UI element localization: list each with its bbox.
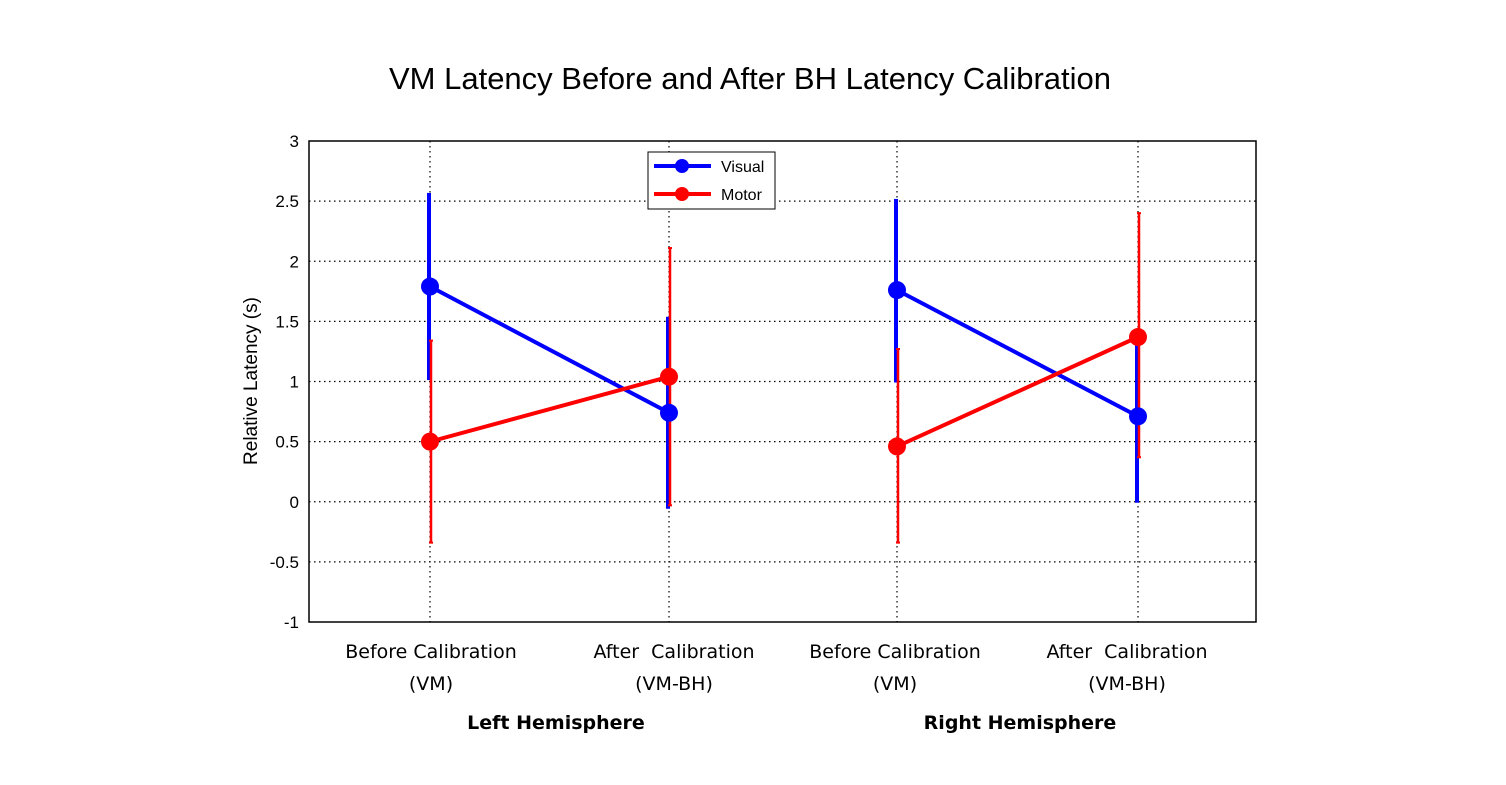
series-line-motor: [896, 335, 1139, 449]
y-tick-label: -0.5: [270, 553, 299, 572]
y-tick-label: 3: [290, 132, 299, 151]
grid-lines: [309, 141, 1256, 622]
plot-area-frame: [308, 140, 1257, 623]
category-label-line1: Before Calibration: [809, 641, 981, 663]
category-label-line2: (VM): [409, 673, 453, 695]
y-tick-label: 2.5: [275, 192, 299, 211]
category-label-line1: Before Calibration: [345, 641, 517, 663]
y-tick-labels: 3 2.5 2 1.5 1 0.5 0 -0.5 -1: [270, 132, 299, 632]
y-tick-label: 1.5: [275, 312, 299, 331]
data-point-visual: [888, 281, 906, 300]
chart-title: VM Latency Before and After BH Latency C…: [389, 61, 1111, 96]
y-tick-label: 1: [290, 373, 299, 392]
category-label-line2: (VM-BH): [1088, 673, 1166, 695]
series-line-visual: [896, 288, 1139, 419]
data-point-motor: [660, 367, 678, 386]
y-tick-label: -1: [284, 613, 299, 632]
data-point-motor: [421, 432, 439, 451]
legend: Visual Motor: [647, 151, 776, 210]
legend-marker-visual: [675, 159, 689, 173]
y-tick-label: 0: [290, 493, 299, 512]
data-point-motor: [888, 437, 906, 456]
x-category-labels: Before Calibration (VM) After Calibratio…: [345, 641, 1207, 695]
category-label-line1: After Calibration: [1046, 641, 1207, 663]
data-points: [421, 277, 1147, 456]
data-point-visual: [660, 403, 678, 422]
legend-box: [647, 151, 776, 210]
category-label-line2: (VM): [873, 673, 917, 695]
y-tick-label: 0.5: [275, 433, 299, 452]
group-label-left-hemisphere: Left Hemisphere: [467, 712, 645, 734]
category-label-line1: After Calibration: [593, 641, 754, 663]
legend-label-visual: Visual: [721, 159, 764, 176]
series-line-motor: [429, 374, 670, 444]
error-bars: [427, 192, 1141, 544]
series-line-visual: [429, 284, 670, 415]
series-lines: [429, 284, 1139, 449]
y-tick-label: 2: [290, 252, 299, 271]
legend-label-motor: Motor: [721, 187, 763, 204]
data-point-visual: [421, 277, 439, 296]
y-axis-label: Relative Latency (s): [241, 297, 262, 465]
legend-marker-motor: [675, 187, 689, 201]
category-label-line2: (VM-BH): [635, 673, 713, 695]
group-label-right-hemisphere: Right Hemisphere: [924, 712, 1117, 734]
data-point-motor: [1129, 328, 1147, 347]
data-point-visual: [1129, 407, 1147, 426]
